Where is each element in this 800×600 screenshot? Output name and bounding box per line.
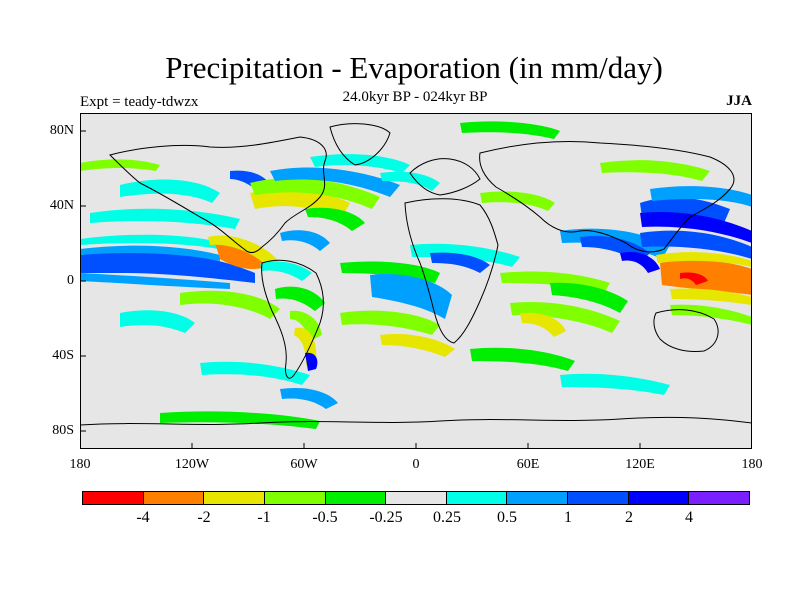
pme-region — [215, 242, 270, 270]
colorbar-swatch — [264, 492, 326, 504]
north-america-outline — [109, 136, 327, 254]
colorbar-swatch — [325, 492, 387, 504]
antarctica-outline — [80, 416, 752, 426]
y-tick-label: 40N — [49, 198, 74, 213]
y-tick-label: 40S — [52, 348, 74, 363]
pme-region — [80, 234, 230, 251]
pme-region — [280, 230, 330, 251]
africa-outline — [404, 198, 499, 344]
pme-region — [480, 191, 555, 211]
y-tick-marks — [80, 130, 86, 432]
pme-region — [120, 310, 195, 333]
colorbar-swatch — [143, 492, 205, 504]
europe-outline — [409, 158, 481, 196]
x-tick-marks — [191, 443, 641, 449]
x-tick-label: 0 — [412, 457, 420, 472]
pme-region — [250, 178, 380, 209]
pme-region — [270, 167, 400, 197]
y-tick-label: 80S — [52, 423, 74, 438]
pme-region — [305, 352, 318, 371]
pme-region — [80, 273, 230, 289]
pme-region — [620, 251, 660, 273]
x-tick-label: 180 — [69, 457, 91, 472]
pme-region — [656, 252, 752, 267]
experiment-label: Expt = teady-tdwzx — [80, 94, 199, 110]
pme-region — [460, 121, 560, 139]
pme-region — [380, 171, 440, 191]
colorbar-label: -0.5 — [312, 509, 338, 526]
pme-region — [160, 411, 320, 429]
pme-region — [280, 387, 338, 409]
pme-region — [290, 310, 322, 341]
pme-region — [275, 286, 325, 311]
pme-region — [370, 273, 452, 319]
x-tick-label: 60E — [516, 457, 540, 472]
colorbar-label: -2 — [197, 509, 211, 526]
pme-region — [650, 186, 752, 207]
south-america-outline — [261, 259, 324, 379]
colorbar-swatch — [507, 492, 569, 504]
pme-region — [180, 290, 280, 319]
x-tick-label: 60W — [290, 457, 318, 472]
pme-region — [640, 197, 730, 223]
australia-outline — [653, 309, 719, 352]
pme-region — [640, 230, 752, 259]
pme-region — [470, 347, 575, 371]
map-title: Precipitation - Evaporation (in mm/day) — [165, 50, 663, 85]
colorbar-swatch — [689, 492, 750, 504]
pme-region — [430, 252, 490, 273]
colorbar-label: 0.25 — [433, 509, 461, 526]
x-tick-label: 120W — [174, 457, 210, 472]
colorbar-label: 0.5 — [497, 509, 517, 526]
pme-region — [380, 333, 455, 357]
colorbar — [82, 491, 750, 505]
pme-region — [560, 373, 670, 395]
coastlines — [80, 123, 752, 426]
pme-region — [550, 282, 628, 313]
x-tick-label: 180 — [741, 457, 763, 472]
pme-region — [260, 261, 312, 281]
pme-region — [90, 208, 240, 229]
x-tick-label: 120E — [625, 457, 655, 472]
colorbar-label: -0.25 — [369, 509, 403, 526]
pme-region — [200, 361, 310, 385]
pme-region — [305, 207, 365, 231]
pme-region — [660, 260, 752, 295]
season-label: JJA — [726, 93, 752, 109]
map-plot — [80, 113, 752, 449]
colorbar-label: -4 — [136, 509, 150, 526]
colorbar-swatch — [568, 492, 629, 504]
pme-region — [340, 310, 440, 335]
pme-region — [600, 160, 710, 181]
colorbar-label: -1 — [257, 509, 271, 526]
pme-region — [80, 251, 255, 283]
pme-region — [208, 235, 280, 271]
pme-region — [640, 211, 752, 243]
colorbar-label: 4 — [685, 509, 693, 526]
greenland-outline — [329, 123, 391, 166]
pme-region — [670, 288, 752, 305]
pme-region — [520, 312, 566, 337]
y-tick-label: 80N — [49, 123, 74, 138]
colorbar-label: 2 — [625, 509, 633, 526]
asia-outline — [479, 140, 735, 253]
map-subtitle: 24.0kyr BP - 024kyr BP — [342, 89, 488, 105]
pme-region — [680, 272, 708, 285]
colorbar-swatch — [83, 492, 144, 504]
colorbar-swatch — [628, 492, 690, 504]
colorbar-swatch — [204, 492, 265, 504]
y-tick-label: 0 — [67, 273, 74, 288]
colorbar-swatch — [386, 492, 447, 504]
colorbar-label: 1 — [564, 509, 572, 526]
pme-region — [510, 301, 620, 333]
pme-region — [670, 304, 752, 325]
colorbar-swatch — [446, 492, 508, 504]
pme-region — [80, 245, 220, 261]
